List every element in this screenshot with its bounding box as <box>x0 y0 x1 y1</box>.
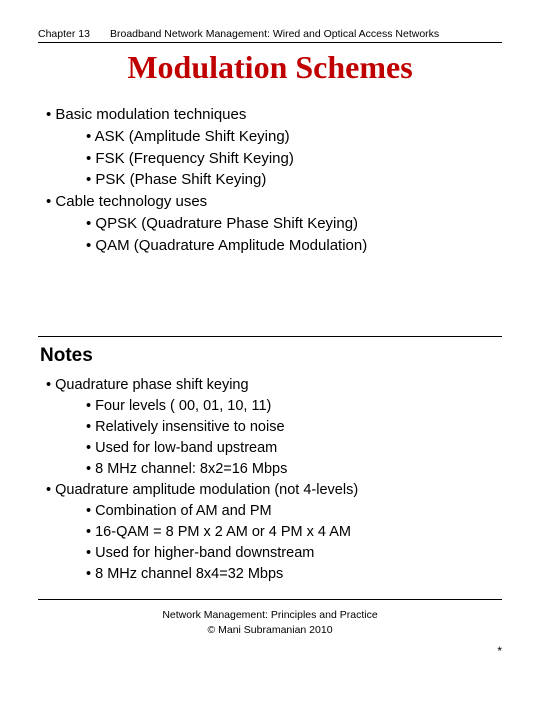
list-item: • Combination of AM and PM <box>46 501 502 522</box>
chapter-subject: Broadband Network Management: Wired and … <box>110 28 439 40</box>
footer-line1: Network Management: Principles and Pract… <box>38 608 502 622</box>
notes-heading: Notes <box>38 345 502 367</box>
page-header: Chapter 13 Broadband Network Management:… <box>38 28 502 42</box>
list-item: • Quadrature amplitude modulation (not 4… <box>46 480 502 501</box>
list-item: • FSK (Frequency Shift Keying) <box>46 148 502 170</box>
page-footer: Network Management: Principles and Pract… <box>38 608 502 636</box>
list-item: • 8 MHz channel: 8x2=16 Mbps <box>46 459 502 480</box>
notes-rule <box>38 336 502 337</box>
list-item: • 8 MHz channel 8x4=32 Mbps <box>46 564 502 585</box>
chapter-label: Chapter 13 <box>38 28 110 40</box>
list-item: • Relatively insensitive to noise <box>46 417 502 438</box>
footnote-marker: * <box>497 644 502 658</box>
footer-rule <box>38 599 502 600</box>
list-item: • QAM (Quadrature Amplitude Modulation) <box>46 235 502 257</box>
list-item: • Basic modulation techniques <box>46 104 502 126</box>
list-item: • Used for low-band upstream <box>46 438 502 459</box>
page-title: Modulation Schemes <box>38 49 502 86</box>
footer-line2: © Mani Subramanian 2010 <box>38 623 502 637</box>
notes-content: • Quadrature phase shift keying • Four l… <box>38 375 502 585</box>
list-item: • QPSK (Quadrature Phase Shift Keying) <box>46 213 502 235</box>
main-content: • Basic modulation techniques • ASK (Amp… <box>38 104 502 256</box>
list-item: • Cable technology uses <box>46 191 502 213</box>
header-rule <box>38 42 502 43</box>
list-item: • 16-QAM = 8 PM x 2 AM or 4 PM x 4 AM <box>46 522 502 543</box>
list-item: • Quadrature phase shift keying <box>46 375 502 396</box>
list-item: • PSK (Phase Shift Keying) <box>46 169 502 191</box>
list-item: • Four levels ( 00, 01, 10, 11) <box>46 396 502 417</box>
list-item: • ASK (Amplitude Shift Keying) <box>46 126 502 148</box>
list-item: • Used for higher-band downstream <box>46 543 502 564</box>
